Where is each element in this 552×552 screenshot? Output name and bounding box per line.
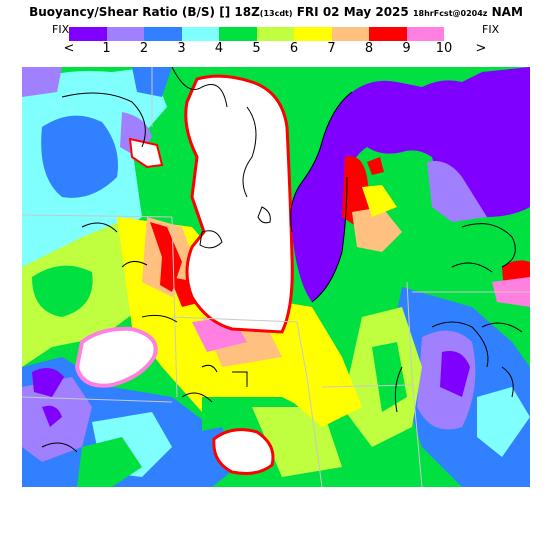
title-marker: [] [219, 5, 231, 19]
field-e-green3 [372, 342, 407, 412]
scale-tick-1: 1 [102, 41, 111, 56]
color-swatch-1 [69, 27, 107, 41]
field-sw-purple [32, 368, 64, 397]
field-nw-blue [41, 115, 118, 198]
scale-tick-6: 6 [289, 41, 299, 56]
map-title: Buoyancy/Shear Ratio (B/S) [] 18Z(13cdt)… [0, 5, 552, 19]
field-nw-lavender [22, 67, 62, 97]
scale-tick-7: 7 [327, 41, 336, 56]
field-w-green [32, 265, 93, 317]
scale-tick-5: 5 [252, 41, 261, 56]
field-s-yellow [287, 357, 362, 427]
color-swatch-8 [331, 27, 369, 41]
field-white-sw [74, 326, 158, 388]
state-borders [22, 67, 530, 487]
field-e-purple [440, 351, 470, 397]
color-swatch-5 [219, 27, 257, 41]
fix-right-button[interactable]: FIX [482, 23, 500, 36]
scale-left-arrow[interactable]: < [63, 41, 75, 56]
title-date: FRI 02 May 2025 [296, 5, 409, 19]
scale-tick-4: 4 [214, 41, 224, 56]
peninsula-yellow [362, 185, 397, 217]
scale-right-arrow[interactable]: > [475, 41, 487, 56]
color-scale-bar [69, 27, 444, 41]
scale-tick-9: 9 [402, 41, 411, 56]
title-local-time: (13cdt) [259, 9, 293, 18]
field-e-cyan [477, 387, 530, 457]
scale-tick-8: 8 [364, 41, 374, 56]
fix-left-button[interactable]: FIX [52, 23, 70, 36]
field-white-core [184, 74, 294, 334]
scale-tick-3: 3 [177, 41, 186, 56]
title-model: NAM [491, 5, 523, 19]
field-sw-green [77, 437, 142, 487]
color-swatch-6 [256, 27, 294, 41]
title-time: 18Z [234, 5, 260, 19]
peninsula-peach [352, 207, 402, 252]
field-white-streak [128, 137, 164, 169]
lake-east-lavender [427, 161, 487, 222]
contour-lines [41, 67, 523, 453]
field-white-s [212, 428, 275, 475]
color-swatch-2 [106, 27, 144, 41]
field-white-ne [367, 157, 384, 175]
color-swatch-7 [294, 27, 332, 41]
title-forecast: 18hrFcst@0204z [412, 9, 488, 18]
title-product: Buoyancy/Shear Ratio (B/S) [29, 5, 216, 19]
scale-tick-2: 2 [139, 41, 149, 56]
field-sw-purple2 [42, 405, 62, 427]
color-swatch-9 [369, 27, 407, 41]
peninsula-red [342, 156, 372, 227]
color-swatch-10 [406, 27, 444, 41]
lake-michigan [290, 67, 530, 302]
forecast-map [22, 67, 530, 487]
scale-tick-10: 10 [435, 41, 453, 56]
color-swatch-4 [181, 27, 219, 41]
color-swatch-3 [144, 27, 182, 41]
